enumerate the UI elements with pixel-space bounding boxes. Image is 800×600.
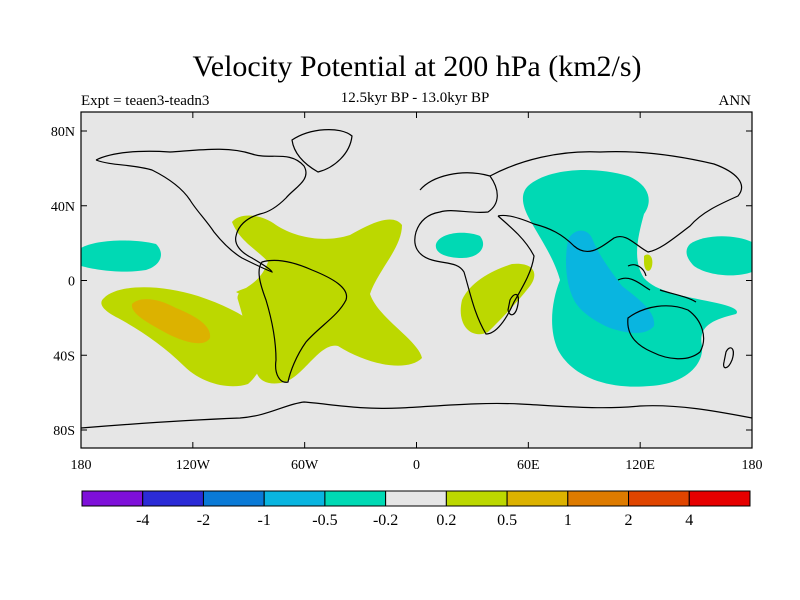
colorbar-label: -0.5 xyxy=(312,512,337,529)
north-america-coast xyxy=(95,148,307,273)
new-zealand-coast xyxy=(723,347,734,369)
colorbar-swatch xyxy=(202,490,265,507)
map-subtitle: 12.5kyr BP - 13.0kyr BP xyxy=(340,90,490,106)
colorbar-swatch xyxy=(445,490,508,507)
colorbar-label: -1 xyxy=(258,512,271,529)
colorbar-label: -4 xyxy=(136,512,149,529)
madagascar-coast xyxy=(507,293,519,316)
lat-tick-label: 80N xyxy=(51,125,75,140)
greenland-coast xyxy=(291,129,353,173)
colorbar-swatch xyxy=(688,490,751,507)
antarctica-coast xyxy=(81,401,752,429)
map-title: Velocity Potential at 200 hPa (km2/s) xyxy=(192,50,642,83)
tick-marks xyxy=(80,112,753,448)
lon-tick-label: 60E xyxy=(517,458,540,473)
lat-tick-label: 80S xyxy=(53,424,75,439)
south-america-coast xyxy=(258,259,348,383)
coastlines xyxy=(81,129,752,429)
lon-tick-label: 120W xyxy=(176,458,211,473)
colorbar-swatch xyxy=(81,490,144,507)
south-america-east-anomaly xyxy=(236,286,268,297)
lon-tick-label: 120E xyxy=(625,458,655,473)
indian-ocean-strong-anomaly xyxy=(566,230,655,333)
lon-tick-label: 60W xyxy=(291,458,319,473)
longitude-axis: 180 120W 60W 0 60E 120E 180 xyxy=(71,458,763,473)
colorbar-swatch xyxy=(567,490,630,507)
colorbar-label: 4 xyxy=(685,512,693,529)
lat-tick-label: 40N xyxy=(51,200,75,215)
lon-tick-label: 180 xyxy=(742,458,763,473)
atlantic-east-anomaly xyxy=(435,232,484,258)
colorbar-swatch xyxy=(263,490,326,507)
colorbar-label: 1 xyxy=(564,512,572,529)
plot-background xyxy=(81,112,752,448)
colorbar-swatch xyxy=(628,490,690,507)
lon-tick-label: 0 xyxy=(413,458,420,473)
australia-coast xyxy=(627,305,705,360)
colorbar-label: 0.2 xyxy=(436,512,456,529)
colorbar-swatch xyxy=(385,490,447,507)
atlantic-south-america-anomaly xyxy=(232,215,422,384)
colorbar-label: -2 xyxy=(197,512,210,529)
colorbar-label: 2 xyxy=(625,512,633,529)
lat-tick-label: 40S xyxy=(53,349,75,364)
europe-africa-coast xyxy=(414,172,535,335)
lat-tick-label: 0 xyxy=(68,275,75,290)
colorbar-swatch xyxy=(324,490,387,507)
experiment-label: Expt = teaen3-teadn3 xyxy=(81,93,210,109)
colorbar xyxy=(81,490,751,507)
colorbar-swatch xyxy=(506,490,569,507)
lon-tick-label: 180 xyxy=(71,458,92,473)
africa-south-anomaly xyxy=(460,263,535,335)
asia-coast xyxy=(489,151,743,253)
colorbar-swatch xyxy=(142,490,204,507)
pacific-east-anomaly xyxy=(686,236,752,276)
colorbar-label: 0.5 xyxy=(497,512,517,529)
philippines-anomaly xyxy=(644,254,653,271)
maritime-continent-coast xyxy=(617,264,697,303)
south-pacific-strong-anomaly xyxy=(131,299,211,344)
period-label: ANN xyxy=(718,93,752,109)
colorbar-label: -0.2 xyxy=(373,512,398,529)
pacific-west-anomaly xyxy=(81,240,161,272)
colorbar-labels: -4 -2 -1 -0.5 -0.2 0.2 0.5 1 2 4 xyxy=(136,512,693,529)
latitude-axis: 80N 40N 0 40S 80S xyxy=(51,125,75,439)
